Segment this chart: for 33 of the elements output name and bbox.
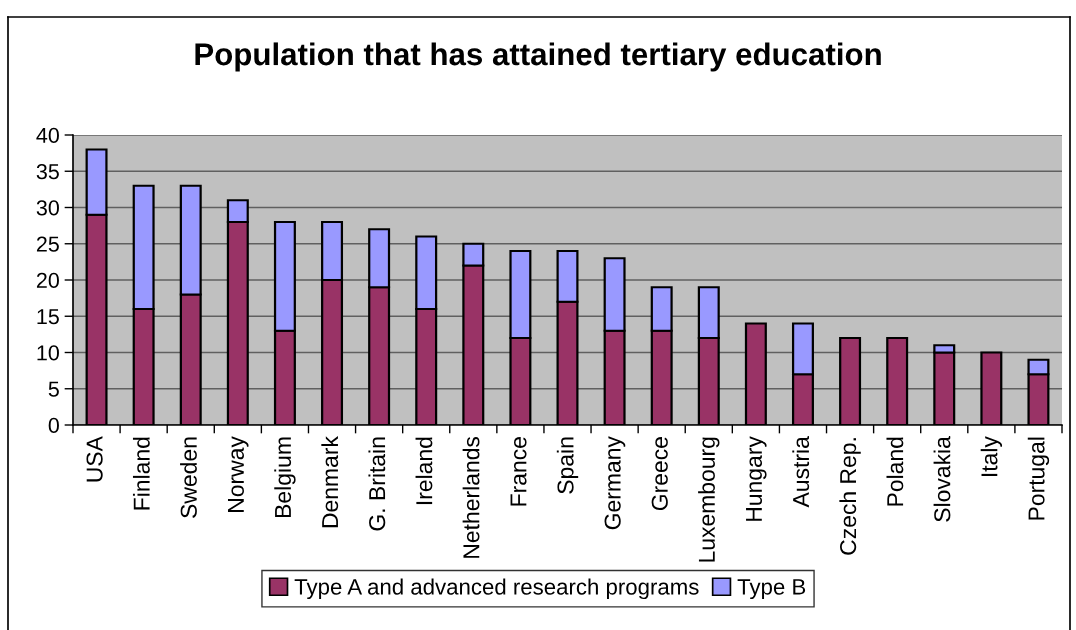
- x-tick-label: Finland: [132, 437, 150, 510]
- y-tick-label: 15: [37, 309, 59, 325]
- x-tick-label: Czech Rep.: [839, 438, 861, 555]
- y-tick-label: 30: [36, 200, 59, 216]
- x-tick-label: Italy: [980, 436, 1003, 477]
- x-tick-label: G. Britain: [368, 437, 386, 531]
- x-tick-label: Germany: [604, 436, 626, 530]
- x-tick-label: Sweden: [180, 437, 197, 518]
- y-tick-label: 5: [48, 381, 59, 397]
- x-tick-label: USA: [86, 436, 103, 482]
- x-tick-label: Luxembourg: [698, 437, 720, 562]
- x-tick-label: Portugal: [1027, 437, 1050, 520]
- x-tick-label: Netherlands: [462, 436, 480, 558]
- x-tick-label: Denmark: [321, 436, 339, 528]
- x-tick-label: Slovakia: [933, 436, 951, 522]
- x-tick-label: Spain: [556, 437, 579, 494]
- x-tick-label: Poland: [886, 437, 904, 506]
- x-tick-label: Austria: [792, 436, 810, 508]
- y-tick-label: 35: [36, 164, 59, 180]
- y-tick-label: 25: [36, 236, 59, 252]
- x-tick-label: Belgium: [274, 437, 296, 518]
- y-tick-label: 20: [36, 272, 59, 289]
- legend-label: Type A and advanced research programs: [294, 578, 699, 600]
- legend-label: Type B: [737, 579, 806, 600]
- x-tick-label: France: [510, 437, 527, 506]
- y-tick-label: 10: [37, 345, 59, 361]
- x-tick-label: Norway: [227, 436, 249, 512]
- y-tick-label: 40: [36, 127, 59, 144]
- chart-title: Population that has attained tertiary education: [195, 42, 881, 72]
- x-tick-label: Greece: [651, 437, 668, 511]
- y-tick-label: 0: [48, 417, 59, 434]
- x-tick-label: Hungary: [746, 436, 767, 521]
- x-tick-label: Ireland: [415, 437, 433, 505]
